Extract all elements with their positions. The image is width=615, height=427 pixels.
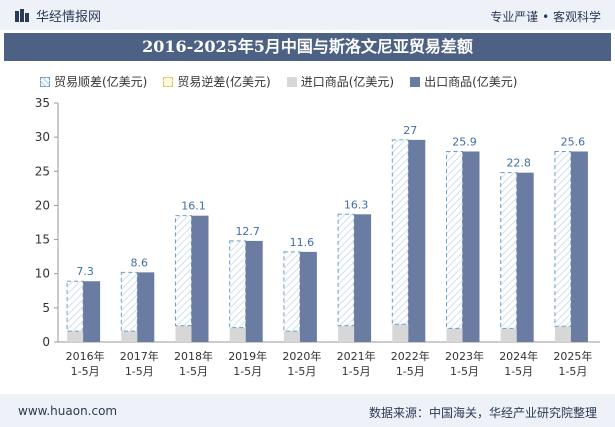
export-bar [462, 151, 480, 342]
export-bar [191, 215, 209, 342]
y-tick-label: 30 [35, 130, 50, 144]
export-bar [570, 151, 588, 342]
brand: 华经情报网 [14, 6, 101, 25]
y-tick-label: 10 [35, 267, 50, 281]
export-bar [137, 272, 155, 342]
top-bar: 华经情报网 专业严谨 • 客观科学 [0, 0, 615, 30]
legend-item-import: 进口商品(亿美元) [286, 73, 395, 90]
import-bar [67, 331, 84, 342]
surplus-data-label: 22.8 [506, 157, 531, 170]
import-bar [121, 331, 138, 342]
legend-swatch-surplus [40, 76, 50, 87]
surplus-bar [337, 213, 355, 327]
x-tick-label: 2025年 [553, 349, 592, 363]
x-tick-label: 2023年 [445, 349, 484, 363]
x-tick-label: 2016年 [66, 349, 105, 363]
footer-source: 数据来源：中国海关，华经产业研究院整理 [368, 406, 597, 420]
x-tick-label: 1-5月 [450, 365, 479, 378]
legend-label-deficit: 贸易逆差(亿美元) [177, 75, 271, 89]
surplus-data-label: 25.9 [452, 135, 477, 148]
surplus-data-label: 8.6 [131, 256, 149, 269]
legend-label-surplus: 贸易顺差(亿美元) [54, 75, 148, 89]
logo-icon [15, 8, 29, 22]
surplus-bar [554, 150, 572, 327]
surplus-bar [175, 215, 192, 327]
x-tick-label: 1-5月 [179, 365, 208, 378]
surplus-bar [391, 139, 409, 325]
import-bar [175, 325, 192, 342]
surplus-data-label: 12.7 [235, 225, 260, 238]
export-bar [354, 214, 372, 342]
footer-website: www.huaon.com [18, 404, 118, 418]
legend-swatch-export [410, 76, 421, 87]
x-tick-label: 2022年 [391, 349, 430, 363]
x-tick-label: 2020年 [282, 349, 321, 363]
x-tick-label: 2017年 [120, 349, 159, 363]
surplus-bar [283, 251, 301, 332]
legend-swatch-deficit [163, 76, 174, 87]
y-tick-label: 0 [42, 335, 50, 349]
surplus-bar [500, 172, 518, 329]
x-tick-label: 1-5月 [287, 365, 316, 378]
x-tick-label: 2019年 [228, 349, 267, 363]
surplus-data-label: 11.6 [290, 236, 315, 249]
surplus-bar [120, 271, 138, 332]
slogan: 专业严谨 • 客观科学 [490, 10, 601, 24]
legend: 贸易顺差(亿美元) 贸易逆差(亿美元) 进口商品(亿美元) 出口商品(亿美元) [40, 73, 534, 90]
y-tick-label: 20 [35, 198, 50, 212]
export-bar [516, 172, 534, 342]
export-bar [408, 139, 426, 342]
x-tick-label: 1-5月 [71, 365, 100, 378]
import-bar [500, 328, 517, 342]
title-band: 2016-2025年5月中国与斯洛文尼亚贸易差额 [4, 33, 611, 61]
x-tick-label: 1-5月 [342, 365, 371, 378]
x-tick-label: 2021年 [337, 349, 376, 363]
legend-item-deficit: 贸易逆差(亿美元) [163, 73, 271, 90]
export-bar [299, 251, 317, 342]
x-tick-label: 1-5月 [504, 365, 533, 378]
surplus-data-label: 27 [403, 124, 417, 137]
chart-title: 2016-2025年5月中国与斯洛文尼亚贸易差额 [142, 37, 473, 56]
legend-item-export: 出口商品(亿美元) [410, 73, 518, 90]
legend-swatch-import [286, 76, 297, 87]
footer-bar: www.huaon.com 数据来源：中国海关，华经产业研究院整理 [0, 394, 615, 427]
export-bar [83, 281, 101, 342]
legend-label-export: 出口商品(亿美元) [424, 75, 518, 89]
import-bar [338, 325, 355, 342]
import-bar [229, 327, 246, 342]
legend-item-surplus: 贸易顺差(亿美元) [40, 73, 147, 90]
x-tick-label: 2018年 [174, 349, 213, 363]
y-tick-label: 25 [35, 164, 50, 178]
legend-label-import: 进口商品(亿美元) [300, 75, 395, 89]
x-tick-label: 1-5月 [558, 365, 587, 378]
y-tick-label: 5 [42, 301, 50, 315]
import-bar [392, 324, 409, 342]
surplus-data-label: 16.1 [181, 200, 206, 213]
brand-name: 华经情报网 [36, 10, 102, 25]
x-tick-label: 1-5月 [396, 365, 425, 378]
x-tick-label: 2024年 [499, 349, 538, 363]
surplus-data-label: 16.3 [344, 198, 369, 211]
surplus-bar [66, 280, 84, 332]
import-bar [554, 326, 571, 342]
y-tick-label: 15 [35, 233, 50, 247]
import-bar [446, 328, 463, 342]
surplus-bar [229, 240, 247, 329]
import-bar [283, 331, 300, 342]
surplus-data-label: 25.6 [561, 135, 586, 148]
y-tick-label: 35 [35, 96, 50, 110]
export-bar [245, 240, 263, 342]
x-tick-label: 1-5月 [233, 365, 262, 378]
surplus-data-label: 7.3 [76, 265, 94, 278]
surplus-bar [446, 150, 463, 329]
x-tick-label: 1-5月 [125, 365, 154, 378]
